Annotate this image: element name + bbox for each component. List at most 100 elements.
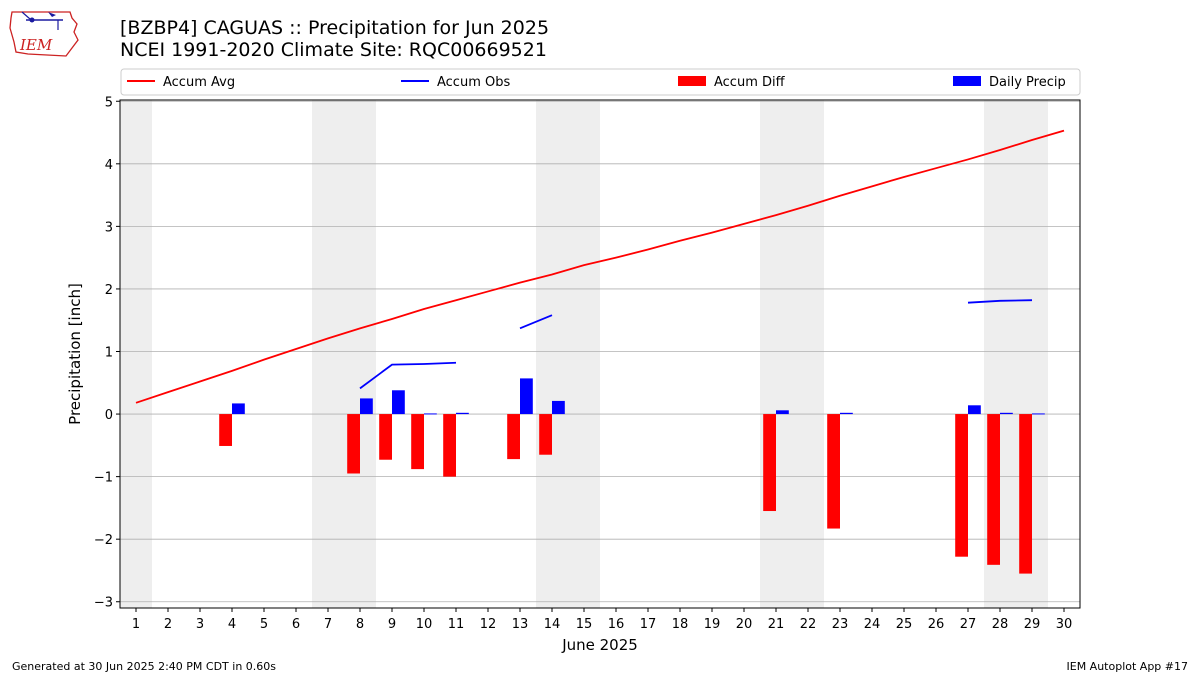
accum-diff-bar [539, 414, 552, 455]
weekend-shade-band [792, 100, 824, 608]
bars [219, 378, 1045, 574]
x-tick-label: 1 [132, 617, 140, 632]
weekend-shade-band [120, 100, 152, 608]
daily-precip-bar [520, 378, 533, 415]
accum-diff-bar [1019, 414, 1032, 574]
accum-obs-line [359, 361, 457, 390]
weekend-shade-band [568, 100, 600, 608]
x-tick-label: 20 [736, 617, 753, 632]
weekend-shade-band [536, 100, 568, 608]
x-tick-label: 27 [960, 617, 977, 632]
x-tick-label: 5 [260, 617, 268, 632]
accum-diff-bar [347, 414, 360, 474]
y-tick-label: −1 [94, 471, 113, 486]
x-tick-label: 3 [196, 617, 204, 632]
weekend-shade-band [344, 100, 376, 608]
daily-precip-bar [456, 412, 469, 415]
x-tick-label: 13 [512, 617, 529, 632]
accum-diff-bar [379, 414, 392, 460]
legend-swatch-bar [678, 76, 706, 86]
x-tick-label: 12 [480, 617, 497, 632]
x-tick-label: 21 [768, 617, 785, 632]
y-tick-label: 1 [105, 345, 113, 360]
daily-precip-bar [840, 412, 853, 415]
x-tick-label: 8 [356, 617, 364, 632]
x-tick-label: 16 [608, 617, 625, 632]
y-tick-label: −3 [94, 596, 113, 611]
accum-diff-bar [411, 414, 424, 470]
daily-precip-bar [1032, 413, 1045, 415]
accum-diff-bar [987, 414, 1000, 565]
x-tick-label: 30 [1056, 617, 1073, 632]
x-axis-label: June 2025 [561, 636, 638, 654]
weather-vane-hub-icon [29, 17, 35, 23]
wind-cone-icon [48, 12, 56, 17]
legend-label: Accum Obs [437, 75, 510, 90]
y-gridlines [120, 100, 1080, 603]
daily-precip-bar [360, 398, 373, 415]
accum-diff-bar [219, 414, 232, 446]
weekend-shading [120, 100, 1048, 608]
accum-diff-bar [507, 414, 520, 460]
x-tick-label: 28 [992, 617, 1009, 632]
x-tick-label: 4 [228, 617, 236, 632]
y-tick-label: 3 [105, 220, 113, 235]
daily-precip-bar [552, 400, 565, 415]
y-axis-label: Precipitation [inch] [66, 283, 84, 425]
x-tick-label: 25 [896, 617, 913, 632]
daily-precip-bar [776, 410, 789, 415]
weather-vane-arrow-icon [21, 11, 31, 20]
daily-precip-bar [1000, 412, 1013, 415]
x-tick-label: 10 [416, 617, 433, 632]
legend-box [120, 68, 1081, 96]
weekend-shade-band [312, 100, 344, 608]
accum-diff-bar [443, 414, 456, 477]
chart-title: [BZBP4] CAGUAS :: Precipitation for Jun … [120, 17, 550, 39]
chart-subtitle: NCEI 1991-2020 Climate Site: RQC00669521 [120, 39, 547, 61]
x-tick-label: 2 [164, 617, 172, 632]
weekend-shade-band [760, 100, 792, 608]
accum-avg-line [135, 129, 1065, 404]
generated-timestamp: Generated at 30 Jun 2025 2:40 PM CDT in … [12, 660, 277, 673]
x-tick-label: 29 [1024, 617, 1041, 632]
y-tick-label: 4 [105, 158, 113, 173]
x-tick-label: 18 [672, 617, 689, 632]
accum-diff-bar [955, 414, 968, 557]
y-tick-label: −2 [94, 533, 113, 548]
app-credit: IEM Autoplot App #17 [1066, 660, 1189, 673]
iowa-state-outline [9, 11, 79, 57]
x-tick-label: 19 [704, 617, 721, 632]
accum-obs-line [967, 299, 1033, 304]
x-tick-label: 17 [640, 617, 657, 632]
iem-logo: IEM [9, 11, 79, 57]
accum-obs-line [519, 314, 553, 330]
logo-text: IEM [19, 36, 53, 54]
y-tick-label: 2 [105, 283, 113, 298]
accum-diff-bar [763, 414, 776, 512]
legend-swatch-bar [953, 76, 981, 86]
daily-precip-bar [968, 405, 981, 415]
x-tick-label: 11 [448, 617, 465, 632]
x-tick-label: 22 [800, 617, 817, 632]
x-tick-label: 26 [928, 617, 945, 632]
y-tick-label: 5 [105, 95, 113, 110]
plot-frame [119, 99, 1081, 609]
legend: Accum Avg Accum Obs Accum Diff Daily Precip [120, 68, 1081, 96]
x-tick-label: 7 [324, 617, 332, 632]
x-tick-label: 6 [292, 617, 300, 632]
accum-diff-bar [827, 414, 840, 529]
x-tick-label: 15 [576, 617, 593, 632]
lines [135, 129, 1065, 404]
x-tick-label: 23 [832, 617, 849, 632]
x-tick-label: 9 [388, 617, 396, 632]
daily-precip-bar [232, 403, 245, 415]
legend-label: Accum Diff [714, 75, 786, 90]
daily-precip-bar [392, 390, 405, 415]
x-tick-label: 24 [864, 617, 881, 632]
legend-label: Daily Precip [989, 75, 1066, 90]
x-tick-label: 14 [544, 617, 561, 632]
y-tick-label: 0 [105, 408, 113, 423]
legend-label: Accum Avg [163, 75, 235, 90]
